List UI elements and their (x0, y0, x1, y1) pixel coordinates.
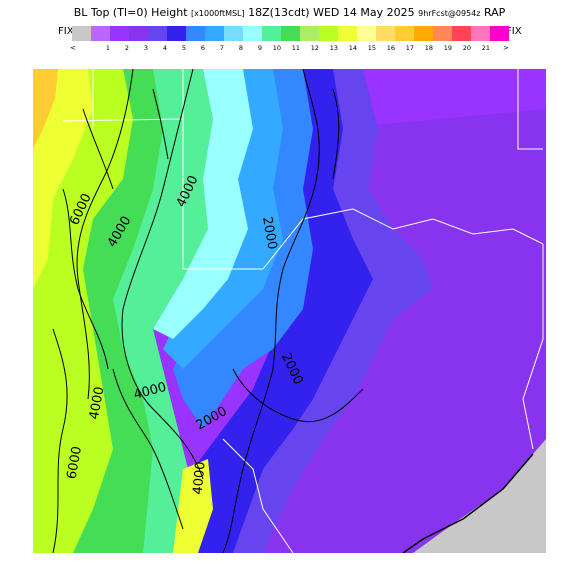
contour-label-9: 4000 (87, 386, 108, 421)
scale-tick-2: 2 (124, 44, 129, 52)
scale-tick-13: 13 (329, 44, 338, 52)
scale-tick-20: 20 (462, 44, 471, 52)
scale-swatch-7 (205, 26, 224, 41)
blue-fill (183, 69, 373, 553)
scale-tick-15: 15 (367, 44, 376, 52)
scale-tick-10: 10 (272, 44, 281, 52)
title-model: RAP (483, 6, 506, 19)
orange-fill (33, 69, 58, 149)
contour-label-3: 2000 (259, 216, 280, 251)
scale-swatch-11 (281, 26, 300, 41)
scale-tick-4: 4 (162, 44, 167, 52)
scale-tick-6: 6 (200, 44, 205, 52)
scale-tick-18: 18 (424, 44, 433, 52)
scale-swatch-21 (471, 26, 490, 41)
scale-swatch-16 (376, 26, 395, 41)
yellow-patch (173, 459, 213, 553)
scale-swatch-5 (167, 26, 186, 41)
contour-4000-main (121, 69, 204, 480)
title-units: [x1000ftMSL] (191, 9, 245, 18)
contour-label-8: 6000 (64, 445, 85, 480)
scale-tick-12: 12 (310, 44, 319, 52)
scale-swatch-14 (338, 26, 357, 41)
title-main: BL Top (TI=0) Height (73, 6, 188, 19)
scale-swatch-15 (357, 26, 376, 41)
scale-swatch-13 (319, 26, 338, 41)
yellow-fill (33, 69, 93, 289)
contour-2000-main (222, 69, 320, 553)
scale-tick-7: 7 (219, 44, 224, 52)
scale-swatch-8 (224, 26, 243, 41)
border-tx-panhandle (182, 119, 263, 270)
chart-title: BL Top (TI=0) Height [x1000ftMSL] 18Z(13… (0, 6, 579, 19)
dark-purple-fill (253, 109, 546, 553)
gulf-water (413, 439, 546, 553)
border-ar (517, 69, 543, 150)
contour-lines (52, 69, 364, 553)
border-la (522, 244, 544, 450)
scale-tick-11: 11 (291, 44, 300, 52)
scale-swatch-17 (395, 26, 414, 41)
contour-extra-5 (232, 368, 364, 423)
scale-swatch-9 (243, 26, 262, 41)
title-time: 18Z(13cdt) WED 14 May 2025 (248, 6, 415, 19)
contour-extra-7 (152, 88, 169, 160)
border-rio-grande (222, 438, 294, 553)
scale-swatch-0 (72, 26, 91, 41)
scale-swatch-18 (414, 26, 433, 41)
scale-tick-19: 19 (443, 44, 452, 52)
contour-6000-main (76, 69, 134, 400)
scale-swatch-6 (186, 26, 205, 41)
scale-tick-17: 17 (405, 44, 414, 52)
scale-tick-5: 5 (181, 44, 186, 52)
border-red-river (262, 208, 544, 270)
scale-swatch-1 (91, 26, 110, 41)
scale-tick-8: 8 (238, 44, 243, 52)
forecast-map: 6000 4000 4000 2000 2000 4000 2000 4000 … (33, 69, 546, 553)
scale-tick-21: 21 (481, 44, 490, 52)
coastline (402, 453, 534, 553)
fix-right-label: FIX (506, 26, 522, 37)
contour-extra-1 (82, 108, 114, 190)
title-fcst: 9hrFcst@0954z (418, 9, 481, 18)
scale-tick-14: 14 (348, 44, 357, 52)
scale-swatch-19 (433, 26, 452, 41)
scale-gt-label: > (503, 44, 509, 52)
contour-extra-2 (62, 188, 109, 370)
scale-swatch-3 (129, 26, 148, 41)
contour-label-7: 4000 (191, 461, 209, 495)
scale-tick-16: 16 (386, 44, 395, 52)
scale-swatch-10 (262, 26, 281, 41)
scale-tick-3: 3 (143, 44, 148, 52)
contour-extra-6 (332, 88, 340, 180)
state-borders (62, 69, 544, 553)
color-scale (72, 26, 509, 42)
color-scale-ticks: 1 2 3 4 5 6 7 8 9 10 11 12 13 14 15 16 17 18 19 20 21 (72, 44, 509, 52)
scale-tick-1: 1 (105, 44, 110, 52)
fix-left-label: FIX (58, 26, 74, 37)
scale-swatch-20 (452, 26, 471, 41)
scale-lt-label: < (70, 44, 76, 52)
scale-tick-9: 9 (257, 44, 262, 52)
contour-extra-4 (112, 368, 184, 530)
scale-swatch-12 (300, 26, 319, 41)
scale-swatch-22 (490, 26, 509, 41)
scale-swatch-2 (110, 26, 129, 41)
scale-swatch-4 (148, 26, 167, 41)
contour-extra-3 (52, 328, 68, 553)
